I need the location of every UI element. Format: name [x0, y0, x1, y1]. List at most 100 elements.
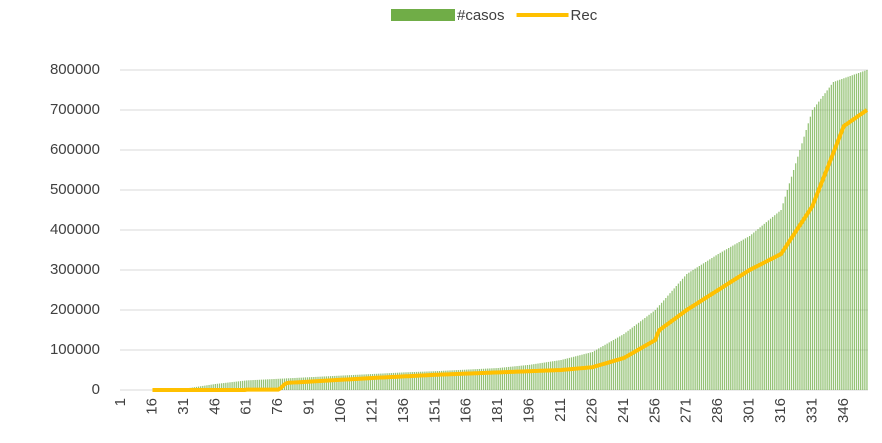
bar — [755, 230, 757, 390]
bar — [862, 71, 864, 390]
bar — [396, 372, 399, 390]
bar — [830, 84, 832, 391]
bar — [784, 196, 786, 390]
bar — [384, 373, 386, 390]
bar — [803, 136, 805, 390]
bar — [239, 381, 242, 390]
bar — [512, 366, 514, 390]
bar — [549, 361, 552, 390]
bar — [864, 70, 866, 390]
bar — [214, 384, 216, 390]
bar — [579, 355, 581, 390]
bar — [690, 271, 692, 390]
y-tick-label: 700000 — [50, 101, 100, 118]
bar — [220, 383, 223, 390]
bar — [614, 338, 617, 390]
bar — [822, 96, 824, 390]
bar — [694, 268, 696, 390]
bar — [604, 344, 606, 390]
bar — [652, 311, 654, 390]
bar — [658, 305, 661, 390]
bar — [252, 380, 254, 390]
bar — [225, 382, 227, 390]
bar — [495, 368, 497, 390]
bar — [619, 336, 621, 390]
bar — [231, 382, 233, 390]
bar — [761, 225, 763, 390]
x-tick-label: 1 — [112, 398, 129, 406]
bar — [667, 295, 669, 390]
bar — [554, 360, 556, 390]
x-tick-label: 16 — [143, 398, 160, 415]
bar — [836, 80, 839, 390]
bar — [746, 237, 749, 390]
bar — [357, 374, 359, 390]
bar — [233, 381, 235, 390]
bar — [786, 190, 788, 390]
bar — [493, 368, 495, 390]
bar — [453, 370, 455, 390]
y-tick-label: 400000 — [50, 221, 100, 238]
bar — [738, 242, 740, 390]
bar — [520, 365, 522, 390]
bar — [600, 347, 602, 390]
bar — [843, 78, 845, 391]
bar — [487, 368, 489, 390]
bar — [654, 310, 656, 390]
bar — [728, 248, 730, 390]
bar — [516, 366, 518, 390]
bar — [273, 379, 275, 390]
bar — [378, 373, 380, 390]
bar — [355, 374, 357, 390]
x-tick-label: 31 — [175, 398, 192, 415]
bar — [857, 73, 860, 390]
bar — [348, 375, 351, 390]
bar — [461, 369, 464, 390]
bar — [751, 234, 753, 390]
bar — [575, 356, 577, 390]
bar — [644, 318, 646, 390]
bar — [665, 298, 667, 390]
bar — [440, 370, 443, 390]
bar — [466, 369, 468, 390]
bar — [413, 372, 416, 390]
bar — [367, 374, 369, 390]
y-tick-label: 800000 — [50, 61, 100, 78]
bar — [627, 330, 629, 390]
bar — [765, 222, 768, 390]
bar — [468, 369, 470, 390]
x-tick-label: 346 — [835, 398, 852, 423]
bar — [673, 288, 675, 390]
bar — [860, 72, 862, 391]
bar — [813, 107, 816, 390]
bar — [824, 93, 826, 390]
bar — [631, 327, 633, 390]
bar — [589, 352, 592, 390]
bar — [269, 379, 271, 390]
bar — [202, 385, 204, 390]
bar — [807, 123, 809, 390]
bar — [459, 369, 462, 390]
bar — [801, 143, 803, 390]
x-tick-label: 121 — [363, 398, 380, 423]
bar — [480, 368, 483, 390]
bar — [723, 250, 726, 390]
bar — [390, 373, 392, 390]
bar — [325, 376, 328, 390]
bar — [537, 363, 539, 390]
bar — [792, 170, 795, 390]
bar — [767, 220, 770, 390]
bar — [707, 260, 709, 390]
bar — [327, 376, 330, 390]
x-tick-label: 166 — [458, 398, 475, 423]
bar — [677, 283, 680, 390]
bar — [279, 378, 281, 390]
bar — [660, 302, 663, 390]
x-tick-label: 151 — [426, 398, 443, 423]
bar — [323, 376, 325, 390]
bar — [648, 314, 650, 390]
bar — [206, 385, 208, 390]
bar — [774, 215, 776, 390]
x-tick-label: 301 — [741, 398, 758, 423]
bar — [338, 375, 340, 390]
